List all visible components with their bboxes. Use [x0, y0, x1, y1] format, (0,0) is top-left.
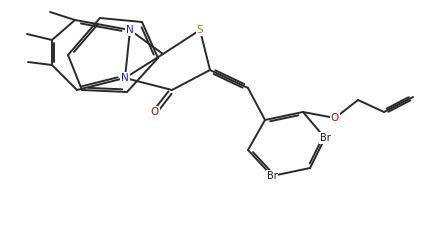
Text: N: N [121, 73, 129, 83]
Text: N: N [126, 25, 134, 35]
Text: O: O [331, 113, 339, 123]
Text: Br: Br [266, 171, 278, 181]
Text: S: S [197, 25, 203, 35]
Text: O: O [151, 107, 159, 117]
Text: Br: Br [320, 133, 330, 143]
